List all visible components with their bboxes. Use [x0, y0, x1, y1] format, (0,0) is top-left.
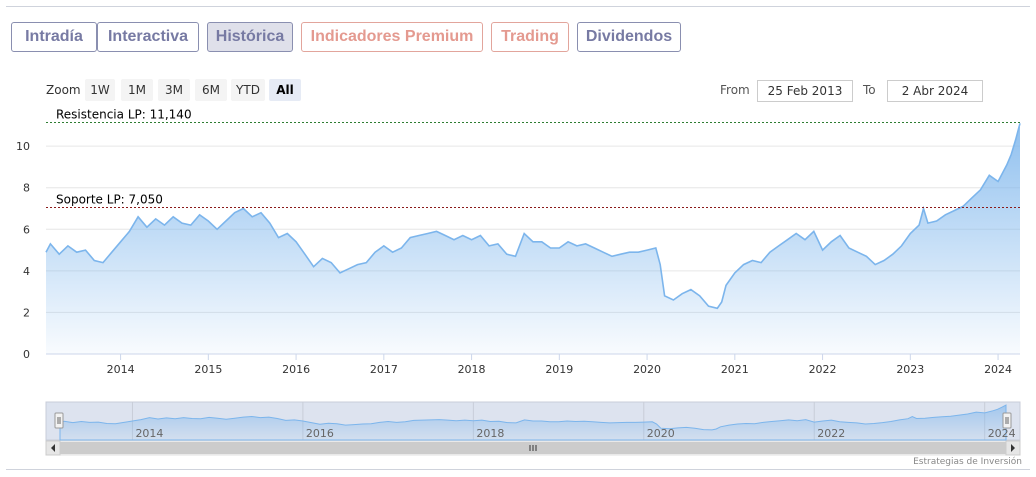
plot-lines: Resistencia LP: 11,140 Soporte LP: 7,050 — [46, 107, 1020, 208]
bottom-divider — [6, 469, 1030, 470]
tab-historica[interactable]: Histórica — [207, 22, 293, 52]
zoom-1m-button[interactable]: 1M — [121, 79, 153, 101]
x-tick-label: 2014 — [107, 363, 135, 376]
navigator-tick-label: 2016 — [306, 427, 334, 440]
zoom-all-button[interactable]: All — [269, 79, 301, 101]
plot-line-label: Soporte LP: 7,050 — [56, 192, 163, 206]
scroll-right-arrow-icon — [1011, 444, 1015, 452]
zoom-label: Zoom — [46, 83, 81, 97]
x-tick-label: 2021 — [721, 363, 749, 376]
credit-text: Estrategias de Inversión — [913, 457, 1022, 467]
navigator-tick-label: 2014 — [135, 427, 163, 440]
navigator-tick-label: 2018 — [476, 427, 504, 440]
zoom-6m-button[interactable]: 6M — [195, 79, 227, 101]
navigator-x-axis: 2014 2016 2018 2020 2022 2024 — [135, 427, 1015, 440]
navigator-handle-left[interactable] — [54, 412, 64, 429]
zoom-ytd-button[interactable]: YTD — [231, 79, 265, 101]
x-tick-label: 2015 — [194, 363, 222, 376]
navigator-area — [59, 404, 1007, 441]
x-tick-label: 2019 — [545, 363, 573, 376]
y-tick-label: 8 — [23, 182, 30, 195]
tab-interactiva[interactable]: Interactiva — [97, 22, 199, 52]
plot-line-label: Resistencia LP: 11,140 — [56, 107, 192, 121]
x-tick-label: 2020 — [633, 363, 661, 376]
x-axis: 2014 2015 2016 2017 2018 2019 2020 2021 2022 2023… — [107, 354, 1012, 376]
tab-intradia[interactable]: Intradía — [11, 22, 97, 52]
y-axis: 0 2 4 6 8 10 — [16, 140, 30, 361]
y-tick-label: 6 — [23, 223, 30, 236]
navigator-handle-right[interactable] — [1002, 412, 1012, 429]
top-divider — [6, 6, 1030, 7]
tab-trading[interactable]: Trading — [491, 22, 569, 52]
zoom-3m-button[interactable]: 3M — [158, 79, 190, 101]
y-tick-label: 10 — [16, 140, 30, 153]
x-tick-label: 2018 — [458, 363, 486, 376]
x-tick-label: 2023 — [896, 363, 924, 376]
to-label: To — [863, 83, 876, 97]
y-tick-label: 0 — [23, 348, 30, 361]
navigator-tick-label: 2024 — [988, 427, 1016, 440]
tab-indicadores-premium[interactable]: Indicadores Premium — [301, 22, 483, 52]
from-label: From — [720, 83, 750, 97]
price-line — [45, 123, 1021, 310]
y-tick-label: 2 — [23, 306, 30, 319]
x-tick-label: 2024 — [984, 363, 1012, 376]
navigator-tick-label: 2020 — [647, 427, 675, 440]
y-tick-label: 4 — [23, 265, 30, 278]
scroll-left-arrow-icon — [51, 444, 55, 452]
x-tick-label: 2016 — [282, 363, 310, 376]
tab-dividendos[interactable]: Dividendos — [577, 22, 681, 52]
from-date-input[interactable]: 25 Feb 2013 — [757, 80, 853, 102]
zoom-1w-button[interactable]: 1W — [85, 79, 115, 101]
navigator-tick-label: 2022 — [817, 427, 845, 440]
to-date-input[interactable]: 2 Abr 2024 — [887, 80, 983, 102]
price-area — [46, 123, 1020, 354]
x-tick-label: 2017 — [370, 363, 398, 376]
x-tick-label: 2022 — [809, 363, 837, 376]
